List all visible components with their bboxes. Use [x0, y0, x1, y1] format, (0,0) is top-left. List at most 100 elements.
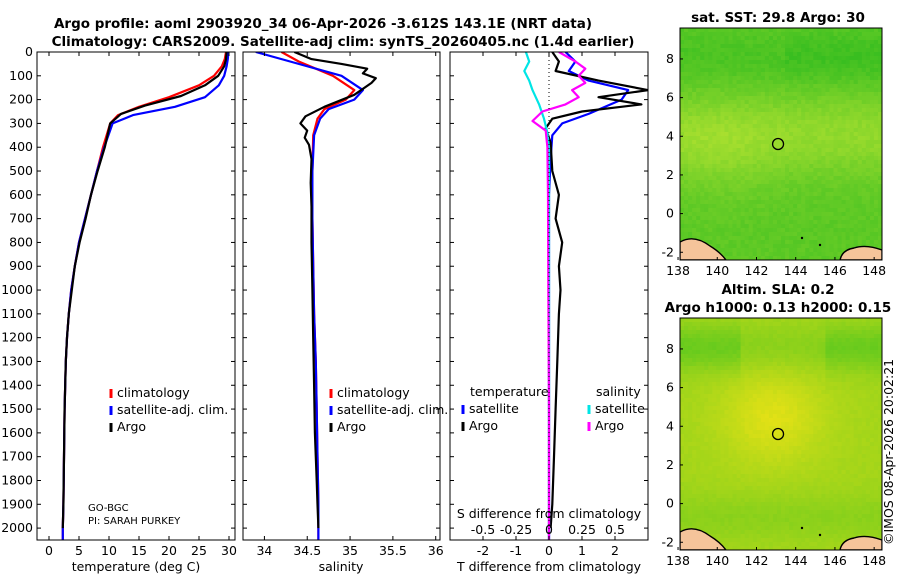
heatmap-cell	[692, 346, 697, 351]
heatmap-cell	[805, 446, 810, 451]
heatmap-cell	[772, 124, 778, 129]
heatmap-cell	[805, 330, 810, 335]
heatmap-cell	[817, 140, 822, 145]
heatmap-cell	[680, 454, 685, 459]
heatmap-cell	[813, 362, 818, 367]
heatmap-cell	[748, 188, 754, 193]
heatmap-cell	[805, 32, 810, 37]
heatmap-cell	[712, 120, 717, 125]
heatmap-cell	[837, 168, 843, 173]
heatmap-cell	[744, 394, 750, 399]
heatmap-cell	[833, 192, 839, 197]
heatmap-cell	[797, 212, 802, 217]
heatmap-cell	[793, 374, 798, 379]
heatmap-cell	[829, 32, 835, 37]
heatmap-cell	[813, 252, 818, 257]
heatmap-cell	[809, 252, 814, 257]
heatmap-cell	[716, 458, 721, 463]
heatmap-cell	[724, 398, 730, 403]
series-line-climatology	[61, 52, 228, 540]
heatmap-cell	[724, 132, 730, 137]
x-tick-label: 35.5	[379, 543, 407, 558]
heatmap-cell	[764, 386, 770, 391]
heatmap-cell	[768, 450, 774, 455]
heatmap-cell	[768, 326, 774, 331]
heatmap-cell	[692, 362, 697, 367]
heatmap-cell	[809, 68, 814, 73]
heatmap-cell	[700, 330, 705, 335]
heatmap-cell	[833, 390, 839, 395]
heatmap-cell	[861, 430, 867, 435]
heatmap-cell	[841, 196, 847, 201]
heatmap-cell	[712, 236, 717, 241]
heatmap-cell	[764, 236, 770, 241]
heatmap-cell	[781, 394, 786, 399]
y-tick-label: 400	[9, 139, 33, 154]
heatmap-cell	[696, 208, 701, 213]
heatmap-cell	[833, 80, 839, 85]
secondary-x-tick-label: -0.25	[500, 522, 532, 537]
heatmap-cell	[873, 140, 879, 145]
heatmap-cell	[857, 212, 863, 217]
heatmap-cell	[809, 168, 814, 173]
heatmap-cell	[724, 244, 730, 249]
heatmap-cell	[833, 36, 839, 41]
heatmap-cell	[789, 438, 794, 443]
heatmap-cell	[740, 192, 746, 197]
heatmap-cell	[825, 168, 831, 173]
heatmap-cell	[797, 410, 802, 415]
heatmap-cell	[781, 176, 786, 181]
heatmap-cell	[736, 212, 742, 217]
heatmap-cell	[825, 378, 831, 383]
heatmap-cell	[849, 394, 855, 399]
heatmap-cell	[865, 208, 871, 213]
legend-temp-argo-label: Argo	[469, 418, 498, 433]
heatmap-cell	[821, 398, 827, 403]
heatmap-cell	[732, 140, 738, 145]
heatmap-cell	[716, 454, 721, 459]
heatmap-cell	[736, 338, 742, 343]
heatmap-cell	[849, 172, 855, 177]
heatmap-cell	[772, 318, 778, 323]
heatmap-cell	[724, 228, 730, 233]
heatmap-cell	[825, 426, 831, 431]
heatmap-cell	[760, 442, 766, 447]
heatmap-cell	[760, 244, 766, 249]
heatmap-cell	[853, 220, 859, 225]
heatmap-cell	[772, 454, 778, 459]
heatmap-cell	[785, 406, 790, 411]
heatmap-cell	[837, 370, 843, 375]
heatmap-cell	[825, 244, 831, 249]
heatmap-cell	[809, 92, 814, 97]
heatmap-cell	[736, 232, 742, 237]
heatmap-cell	[712, 144, 717, 149]
heatmap-cell	[708, 414, 713, 419]
heatmap-cell	[789, 92, 794, 97]
heatmap-cell	[692, 200, 697, 205]
heatmap-cell	[837, 458, 843, 463]
heatmap-cell	[772, 414, 778, 419]
heatmap-cell	[720, 370, 726, 375]
heatmap-cell	[817, 378, 822, 383]
heatmap-cell	[684, 48, 689, 53]
heatmap-cell	[789, 108, 794, 113]
heatmap-cell	[772, 338, 778, 343]
heatmap-cell	[817, 362, 822, 367]
heatmap-cell	[700, 338, 705, 343]
heatmap-cell	[680, 140, 685, 145]
heatmap-cell	[821, 362, 827, 367]
heatmap-cell	[708, 104, 713, 109]
heatmap-cell	[809, 322, 814, 327]
heatmap-cell	[801, 430, 806, 435]
heatmap-cell	[797, 442, 802, 447]
heatmap-cell	[793, 40, 798, 45]
heatmap-cell	[821, 76, 827, 81]
heatmap-cell	[853, 330, 859, 335]
heatmap-cell	[793, 402, 798, 407]
heatmap-cell	[744, 326, 750, 331]
heatmap-cell	[708, 88, 713, 93]
heatmap-cell	[768, 132, 774, 137]
heatmap-cell	[813, 370, 818, 375]
heatmap-cell	[821, 136, 827, 141]
heatmap-cell	[720, 68, 726, 73]
